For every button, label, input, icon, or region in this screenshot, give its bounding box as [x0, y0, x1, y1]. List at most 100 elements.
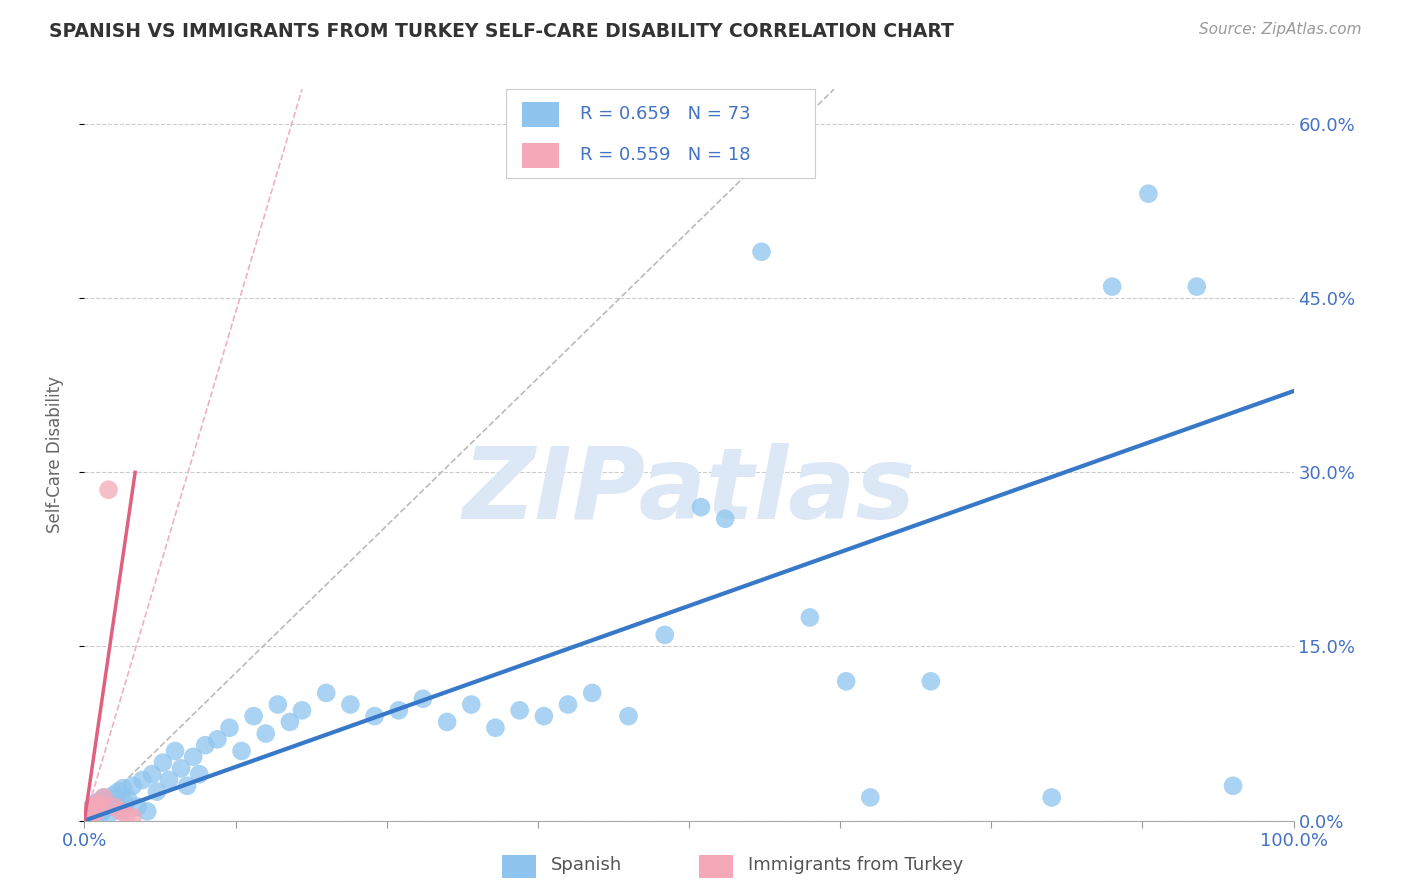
- Point: [75, 811, 97, 825]
- Point: [90, 793, 112, 807]
- Point: [1185, 279, 1208, 293]
- Point: [176, 779, 198, 793]
- Point: [165, 744, 187, 758]
- Point: [1040, 790, 1063, 805]
- Point: [436, 714, 458, 729]
- Point: [315, 686, 337, 700]
- Point: [920, 674, 942, 689]
- Point: [86, 796, 108, 810]
- Point: [835, 674, 858, 689]
- Point: [77, 810, 100, 824]
- Point: [87, 802, 110, 816]
- Bar: [522, 102, 558, 127]
- Point: [654, 628, 676, 642]
- Point: [107, 784, 129, 798]
- Point: [121, 779, 143, 793]
- Point: [114, 796, 136, 810]
- Point: [157, 772, 180, 787]
- Point: [79, 809, 101, 823]
- Point: [79, 802, 101, 816]
- Point: [86, 809, 108, 823]
- Point: [412, 691, 434, 706]
- Text: Spanish: Spanish: [551, 856, 623, 874]
- Point: [363, 709, 385, 723]
- Point: [242, 709, 264, 723]
- Point: [91, 805, 114, 819]
- Y-axis label: Self-Care Disability: Self-Care Disability: [45, 376, 63, 533]
- Bar: [699, 855, 734, 878]
- Point: [617, 709, 640, 723]
- Point: [110, 803, 132, 817]
- Point: [89, 807, 111, 822]
- Point: [254, 726, 277, 740]
- Point: [104, 799, 127, 814]
- Point: [509, 703, 531, 717]
- Point: [97, 795, 120, 809]
- Point: [207, 732, 229, 747]
- Text: SPANISH VS IMMIGRANTS FROM TURKEY SELF-CARE DISABILITY CORRELATION CHART: SPANISH VS IMMIGRANTS FROM TURKEY SELF-C…: [49, 22, 955, 41]
- Point: [84, 796, 107, 810]
- Point: [103, 788, 125, 802]
- Point: [751, 244, 773, 259]
- Point: [76, 807, 98, 822]
- Point: [97, 483, 120, 497]
- Text: R = 0.659   N = 73: R = 0.659 N = 73: [581, 105, 751, 123]
- Point: [218, 721, 240, 735]
- Point: [714, 512, 737, 526]
- Point: [127, 799, 149, 814]
- Text: Immigrants from Turkey: Immigrants from Turkey: [748, 856, 963, 874]
- Point: [291, 703, 314, 717]
- Point: [1222, 779, 1244, 793]
- Point: [84, 805, 107, 820]
- Point: [278, 714, 301, 729]
- Point: [194, 738, 217, 752]
- Point: [170, 761, 193, 775]
- Point: [93, 790, 115, 805]
- Point: [87, 798, 110, 813]
- Point: [388, 703, 411, 717]
- Point: [484, 721, 506, 735]
- Point: [1101, 279, 1123, 293]
- Point: [115, 807, 138, 822]
- Point: [80, 802, 103, 816]
- Point: [1137, 186, 1160, 201]
- Text: R = 0.559   N = 18: R = 0.559 N = 18: [581, 146, 751, 164]
- Point: [181, 749, 204, 764]
- Point: [83, 799, 105, 814]
- Bar: [522, 143, 558, 168]
- Bar: [502, 855, 536, 878]
- Point: [77, 805, 100, 819]
- Point: [82, 806, 104, 821]
- Point: [121, 810, 143, 824]
- Point: [94, 801, 117, 815]
- Point: [83, 806, 105, 821]
- Point: [82, 799, 104, 814]
- Point: [77, 810, 100, 824]
- Point: [339, 698, 361, 712]
- Point: [100, 805, 122, 820]
- Point: [267, 698, 290, 712]
- Point: [104, 798, 127, 813]
- Point: [533, 709, 555, 723]
- Point: [131, 772, 153, 787]
- Point: [152, 756, 174, 770]
- Point: [136, 805, 159, 819]
- Point: [80, 805, 103, 820]
- Point: [231, 744, 253, 758]
- Point: [93, 790, 115, 805]
- Text: ZIPatlas: ZIPatlas: [463, 443, 915, 540]
- Point: [460, 698, 482, 712]
- Point: [146, 784, 169, 798]
- Point: [799, 610, 821, 624]
- Point: [859, 790, 882, 805]
- Point: [690, 500, 713, 515]
- Point: [110, 805, 132, 819]
- Point: [112, 781, 135, 796]
- Point: [90, 797, 112, 812]
- Point: [557, 698, 579, 712]
- Text: Source: ZipAtlas.com: Source: ZipAtlas.com: [1198, 22, 1361, 37]
- Point: [141, 767, 163, 781]
- Point: [188, 767, 211, 781]
- Point: [86, 803, 108, 817]
- Point: [76, 807, 98, 822]
